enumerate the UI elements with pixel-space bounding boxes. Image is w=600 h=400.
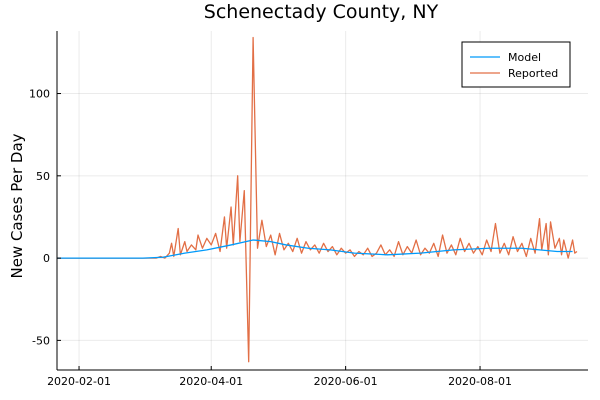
- series-line-reported: [57, 36, 578, 363]
- chart-title: Schenectady County, NY: [204, 1, 439, 23]
- legend-label-model: Model: [508, 51, 541, 64]
- axes: [56, 31, 588, 371]
- legend: Model Reported: [461, 41, 571, 88]
- x-tick-label: 2020-04-01: [179, 375, 243, 388]
- y-tick-label: -50: [32, 334, 50, 347]
- legend-label-reported: Reported: [508, 67, 558, 80]
- legend-box: [461, 41, 571, 88]
- y-axis-label: New Cases Per Day: [8, 133, 26, 278]
- y-tick-label: 100: [29, 88, 50, 101]
- x-tick-label: 2020-02-01: [47, 375, 111, 388]
- tick-labels: -50 0 50 100 2020-02-01 2020-04-01 2020-06-01 2…: [29, 88, 512, 388]
- x-tick-label: 2020-08-01: [448, 375, 512, 388]
- y-tick-label: 0: [43, 252, 50, 265]
- series-layer: [57, 36, 578, 363]
- series-line-model: [57, 239, 573, 259]
- x-tick-label: 2020-06-01: [314, 375, 378, 388]
- y-tick-label: 50: [36, 170, 50, 183]
